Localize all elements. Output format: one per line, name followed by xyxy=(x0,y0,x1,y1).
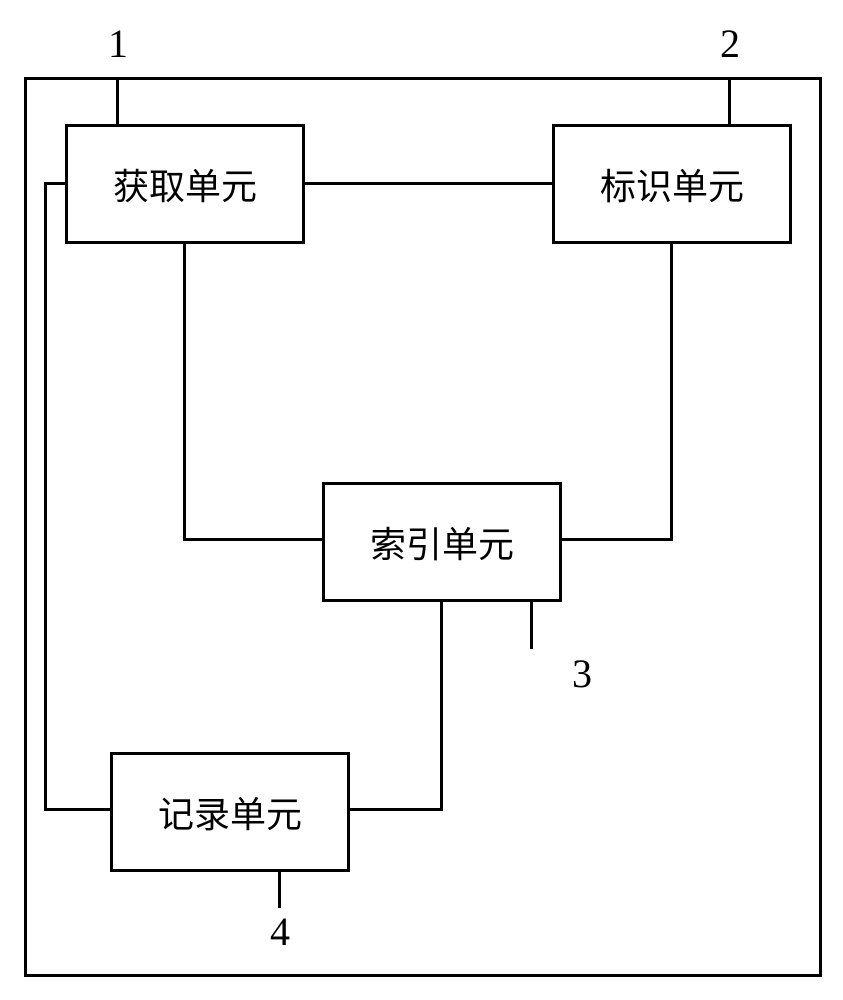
tick-3 xyxy=(530,602,533,649)
conn-3-4-h xyxy=(350,808,443,811)
label-4: 4 xyxy=(270,908,290,955)
conn-1-4-h1 xyxy=(44,182,65,185)
box-identify-unit-label: 标识单元 xyxy=(600,158,744,210)
box-acquire-unit: 获取单元 xyxy=(65,124,305,244)
label-3: 3 xyxy=(572,650,592,697)
conn-1-2 xyxy=(305,182,552,185)
tick-1 xyxy=(116,77,119,124)
conn-1-4-h2 xyxy=(44,808,110,811)
label-2: 2 xyxy=(720,20,740,67)
conn-2-3-v xyxy=(670,244,673,540)
box-record-unit: 记录单元 xyxy=(110,752,350,872)
box-identify-unit: 标识单元 xyxy=(552,124,792,244)
box-record-unit-label: 记录单元 xyxy=(158,786,302,838)
conn-2-3-h xyxy=(562,538,673,541)
tick-2 xyxy=(728,77,731,124)
box-index-unit: 索引单元 xyxy=(322,482,562,602)
tick-4 xyxy=(278,872,281,908)
conn-1-3-h xyxy=(183,538,322,541)
conn-3-4-v xyxy=(440,602,443,810)
conn-1-4-v xyxy=(44,182,47,810)
conn-1-3-v xyxy=(183,244,186,540)
box-acquire-unit-label: 获取单元 xyxy=(113,158,257,210)
label-1: 1 xyxy=(108,20,128,67)
box-index-unit-label: 索引单元 xyxy=(370,516,514,568)
